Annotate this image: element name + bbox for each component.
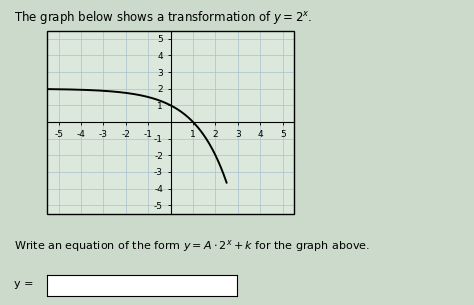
Text: Write an equation of the form $y = A \cdot 2^x + k$ for the graph above.: Write an equation of the form $y = A \cd… <box>14 238 370 254</box>
Text: The graph below shows a transformation of $y = 2^x$.: The graph below shows a transformation o… <box>14 9 312 26</box>
Text: y =: y = <box>14 279 34 289</box>
